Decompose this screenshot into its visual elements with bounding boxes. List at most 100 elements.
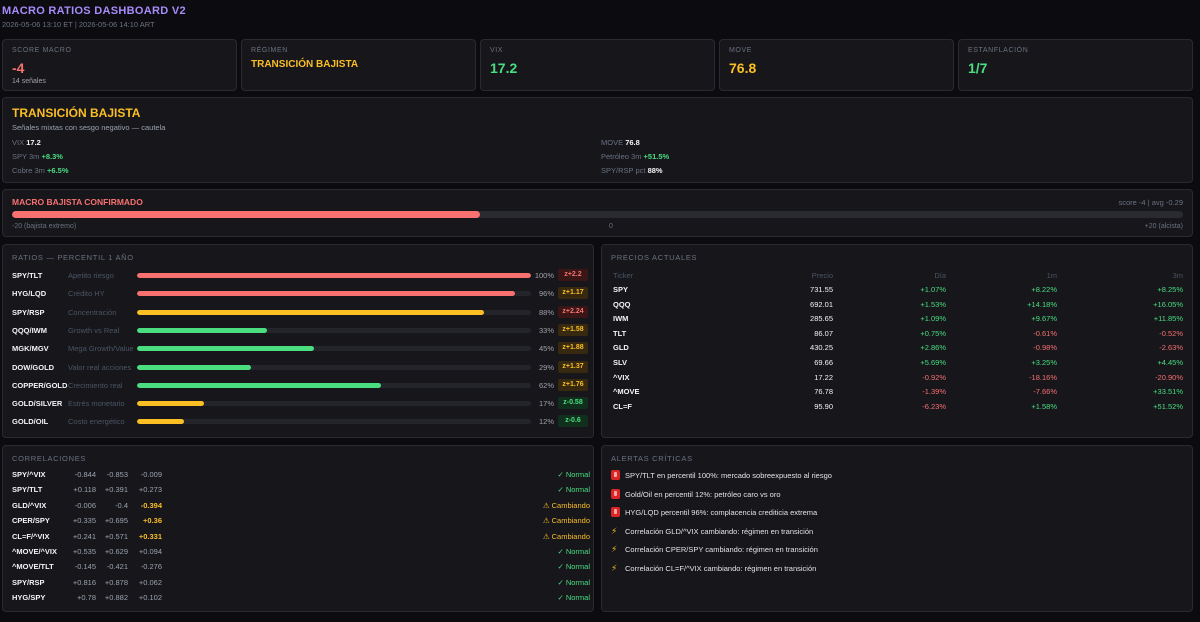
ratio-name: MGK/MGV bbox=[12, 344, 49, 354]
prices-header-row: Ticker Precio Día 1m 3m bbox=[611, 269, 1184, 283]
price-change-3m: -2.63% bbox=[1159, 343, 1183, 353]
ratio-zscore-badge: z-0.58 bbox=[558, 397, 588, 410]
correlation-delta: -0.009 bbox=[140, 470, 162, 479]
regime-item-spy3m: SPY 3m +8.3% bbox=[12, 152, 63, 161]
price-change-1m: -7.66% bbox=[1033, 387, 1057, 397]
macro-bar-fill bbox=[12, 211, 481, 218]
ratio-percentile-track bbox=[137, 291, 531, 297]
ratio-name: GOLD/OIL bbox=[12, 417, 49, 427]
correlation-delta: +0.062 bbox=[138, 577, 162, 587]
price-ticker: CL=F bbox=[613, 401, 632, 411]
price-change-3m: +51.52% bbox=[1153, 401, 1183, 411]
ratio-row: SPY/TLT Apetito riesgo 100% z+2.2 bbox=[12, 269, 588, 283]
correlation-status: ✓ Normal bbox=[557, 577, 590, 587]
ratio-description: Concentración bbox=[68, 307, 117, 317]
estanflacion-value: 1/7 bbox=[968, 60, 988, 76]
alert-item: Gold/Oil en percentil 12%: petróleo caro… bbox=[611, 488, 1186, 503]
ratio-row: MGK/MGV Mega Growth/Value 45% z+1.88 bbox=[12, 342, 588, 356]
ratio-row: GOLD/SILVER Estrés monetario 17% z-0.58 bbox=[12, 397, 588, 411]
correlation-value-a: +0.241 bbox=[72, 531, 96, 541]
correlation-value-a: +0.535 bbox=[72, 547, 96, 556]
correlation-delta: -0.276 bbox=[140, 562, 162, 572]
table-row: ^MOVE 76.78 -1.39% -7.66% +33.51% bbox=[611, 385, 1184, 399]
alert-item: HYG/LQD percentil 96%: complacencia cred… bbox=[611, 507, 1186, 521]
ratio-percentile-fill bbox=[137, 327, 268, 333]
ratio-percentile-track bbox=[137, 309, 531, 315]
table-row: TLT 86.07 +0.75% -0.61% -0.52% bbox=[611, 327, 1184, 341]
regimen-card: RÉGIMEN TRANSICIÓN BAJISTA bbox=[241, 39, 476, 91]
ratio-zscore-badge: z+1.37 bbox=[558, 360, 588, 373]
price-change-day: +5.69% bbox=[920, 358, 946, 367]
correlation-value-a: -0.145 bbox=[74, 562, 96, 572]
ratio-name: DOW/GOLD bbox=[12, 362, 55, 372]
correlation-status: ✓ Normal bbox=[557, 547, 590, 556]
ratio-percentile-fill bbox=[137, 309, 484, 315]
correlation-delta: +0.102 bbox=[138, 593, 162, 603]
correlation-delta: +0.094 bbox=[138, 547, 162, 556]
correlation-row: CPER/SPY +0.335 +0.695 +0.36 ⚠ Cambiando bbox=[12, 514, 592, 528]
regime-item-vix: VIX 17.2 bbox=[12, 138, 41, 147]
correlation-row: HYG/SPY +0.78 +0.882 +0.102 ✓ Normal bbox=[12, 591, 592, 605]
price-value: 86.07 bbox=[814, 328, 833, 338]
ratio-percentile: 29% bbox=[538, 362, 554, 372]
page-title: MACRO RATIOS DASHBOARD V2 bbox=[2, 5, 186, 17]
correlation-row: ^MOVE/^VIX +0.535 +0.629 +0.094 ✓ Normal bbox=[12, 545, 592, 559]
ratio-zscore-badge: z+1.58 bbox=[558, 323, 588, 336]
table-row: ^VIX 17.22 -0.92% -18.16% -20.90% bbox=[611, 371, 1184, 385]
ratio-percentile: 45% bbox=[538, 344, 554, 354]
price-change-3m: +11.85% bbox=[1153, 314, 1183, 324]
correlation-delta: +0.273 bbox=[138, 485, 162, 495]
regime-item-move: MOVE 76.8 bbox=[601, 138, 640, 147]
price-value: 692.01 bbox=[810, 299, 833, 309]
correlation-pair: SPY/TLT bbox=[12, 485, 43, 495]
ratio-percentile: 17% bbox=[538, 399, 554, 409]
ratio-percentile-track bbox=[137, 401, 531, 407]
score-macro-sub: 14 señales bbox=[12, 78, 46, 85]
correlation-pair: GLD/^VIX bbox=[12, 500, 47, 510]
alert-text: Correlación CPER/SPY cambiando: régimen … bbox=[625, 545, 818, 554]
alert-text: Correlación GLD/^VIX cambiando: régimen … bbox=[625, 526, 814, 536]
alarm-icon bbox=[611, 488, 620, 499]
price-change-3m: +8.25% bbox=[1157, 285, 1183, 294]
correlation-pair: ^MOVE/TLT bbox=[12, 562, 54, 572]
price-change-1m: -18.16% bbox=[1029, 372, 1057, 382]
table-row: SLV 69.66 +5.69% +3.25% +4.45% bbox=[611, 356, 1184, 370]
alert-text: HYG/LQD percentil 96%: complacencia cred… bbox=[625, 508, 818, 517]
correlation-value-a: -0.006 bbox=[74, 500, 96, 510]
correlation-delta: +0.331 bbox=[138, 531, 162, 541]
header-3m: 3m bbox=[1172, 271, 1183, 280]
correlation-row: SPY/^VIX -0.844 -0.853 -0.009 ✓ Normal bbox=[12, 468, 592, 482]
price-value: 17.22 bbox=[814, 372, 833, 382]
correlation-row: CL=F/^VIX +0.241 +0.571 +0.331 ⚠ Cambiando bbox=[12, 530, 592, 544]
ratio-name: QQQ/IWM bbox=[12, 325, 47, 335]
price-change-day: +1.09% bbox=[920, 314, 946, 324]
correlation-value-a: +0.118 bbox=[73, 485, 96, 495]
alert-item: ⚡ Correlación GLD/^VIX cambiando: régimen… bbox=[611, 526, 1186, 540]
price-change-3m: +4.45% bbox=[1157, 358, 1183, 367]
lightning-icon: ⚡ bbox=[611, 525, 618, 536]
alert-item: SPY/TLT en percentil 100%: mercado sobre… bbox=[611, 470, 1186, 484]
correlation-value-b: -0.853 bbox=[106, 470, 128, 479]
price-change-day: +0.75% bbox=[920, 328, 946, 338]
correlation-pair: CL=F/^VIX bbox=[12, 531, 50, 541]
price-value: 95.90 bbox=[814, 401, 833, 411]
correlation-pair: CPER/SPY bbox=[12, 516, 50, 526]
ratio-percentile-fill bbox=[137, 273, 531, 278]
table-row: CL=F 95.90 -6.23% +1.58% +51.52% bbox=[611, 400, 1184, 414]
price-ticker: GLD bbox=[613, 343, 629, 353]
correlations-title: CORRELACIONES bbox=[12, 454, 87, 463]
price-ticker: TLT bbox=[613, 328, 627, 338]
alerts-panel: ALERTAS CRÍTICAS SPY/TLT en percentil 10… bbox=[601, 445, 1193, 612]
ratio-percentile: 96% bbox=[538, 289, 554, 299]
table-row: QQQ 692.01 +1.53% +14.18% +16.05% bbox=[611, 298, 1184, 312]
correlation-status: ⚠ Cambiando bbox=[542, 500, 590, 510]
ratio-percentile-fill bbox=[137, 291, 516, 297]
header-ticker: Ticker bbox=[613, 271, 634, 280]
correlation-row: SPY/RSP +0.816 +0.878 +0.062 ✓ Normal bbox=[12, 576, 592, 590]
price-change-day: -0.92% bbox=[922, 372, 946, 382]
price-value: 76.78 bbox=[814, 387, 833, 397]
ratio-description: Mega Growth/Value bbox=[68, 344, 134, 354]
correlation-value-b: +0.878 bbox=[104, 577, 128, 587]
price-ticker: ^VIX bbox=[613, 372, 630, 382]
correlation-value-a: +0.335 bbox=[72, 516, 96, 526]
